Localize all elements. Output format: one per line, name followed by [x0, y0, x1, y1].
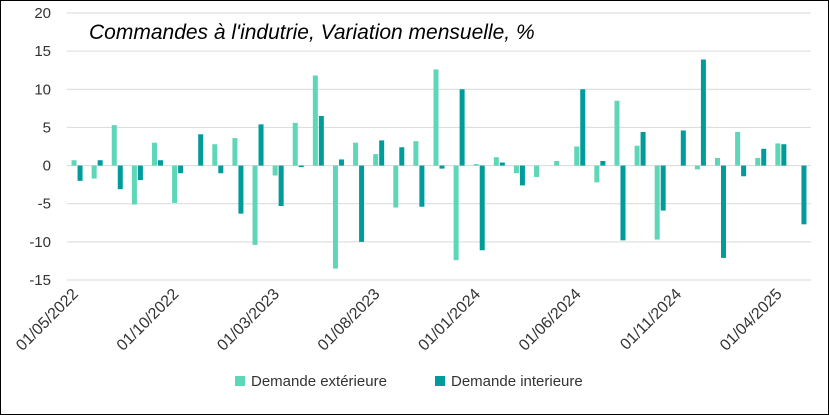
bar-demande-exterieure: [715, 157, 721, 166]
bar-demande-exterieure: [453, 165, 459, 261]
legend-swatch: [235, 376, 245, 386]
bar-demande-interieure: [519, 165, 525, 186]
gridlines: [67, 12, 811, 281]
y-tick-label: 20: [34, 5, 51, 22]
bar-demande-interieure: [137, 165, 143, 181]
bar-demande-interieure: [318, 115, 324, 166]
x-tick-label: 01/03/2023: [214, 286, 283, 355]
x-tick-label: 01/06/2024: [516, 286, 585, 355]
bar-demande-interieure: [379, 140, 385, 166]
bar-demande-exterieure: [212, 144, 218, 166]
bar-demande-exterieure: [413, 141, 419, 166]
bar-demande-interieure: [419, 165, 425, 207]
bar-demande-exterieure: [332, 165, 338, 269]
bar-demande-interieure: [218, 165, 224, 174]
bar-demande-interieure: [640, 132, 646, 166]
bar-demande-exterieure: [473, 164, 479, 166]
bar-demande-exterieure: [71, 160, 77, 166]
bar-demande-exterieure: [353, 142, 359, 166]
bar-demande-exterieure: [735, 132, 741, 166]
bar-demande-exterieure: [775, 143, 781, 166]
bar-demande-exterieure: [554, 160, 560, 166]
bar-demande-interieure: [459, 89, 465, 166]
bar-demande-interieure: [600, 160, 606, 166]
bar-demande-interieure: [741, 165, 747, 177]
x-tick-label: 01/04/2025: [717, 286, 786, 355]
y-tick-label: 15: [34, 43, 51, 60]
bar-demande-interieure: [238, 165, 244, 214]
legend-label: Demande extérieure: [251, 373, 387, 390]
bar-demande-interieure: [338, 159, 344, 166]
x-tick-label: 01/05/2022: [13, 286, 82, 355]
bar-demande-exterieure: [172, 165, 178, 203]
x-tick-label: 01/01/2024: [415, 286, 484, 355]
bar-demande-exterieure: [694, 165, 700, 170]
bar-demande-exterieure: [272, 165, 278, 176]
bar-demande-interieure: [700, 59, 706, 166]
bar-demande-interieure: [721, 165, 727, 258]
bar-demande-interieure: [499, 162, 505, 166]
bar-demande-interieure: [77, 165, 83, 181]
bar-demande-interieure: [439, 165, 445, 169]
bar-demande-exterieure: [433, 69, 439, 166]
bar-demande-exterieure: [755, 157, 761, 166]
bar-demande-exterieure: [252, 165, 258, 245]
bar-demande-exterieure: [91, 165, 97, 179]
bar-demande-interieure: [680, 130, 686, 166]
bar-demande-interieure: [580, 89, 586, 166]
bar-demande-exterieure: [373, 154, 379, 166]
legend: Demande extérieure Demande interieure: [235, 373, 583, 390]
bar-demande-interieure: [97, 160, 103, 166]
bar-demande-interieure: [298, 165, 304, 168]
bar-demande-interieure: [781, 144, 787, 166]
bar-demande-exterieure: [131, 165, 137, 205]
x-tick-label: 01/11/2024: [617, 286, 685, 354]
bar-demande-interieure: [660, 165, 666, 211]
legend-label: Demande interieure: [451, 373, 583, 390]
bar-demande-interieure: [761, 148, 767, 166]
y-tick-label: -15: [29, 272, 51, 289]
y-tick-label: 0: [43, 158, 51, 175]
x-tick-label: 01/10/2022: [114, 286, 183, 355]
bar-demande-exterieure: [634, 145, 640, 166]
bar-demande-interieure: [198, 134, 204, 166]
bar-demande-interieure: [479, 165, 485, 251]
bar-demande-interieure: [801, 165, 807, 225]
legend-swatch: [435, 376, 445, 386]
bar-demande-exterieure: [312, 75, 318, 166]
chart-title: Commandes à l'indutrie, Variation mensue…: [89, 21, 535, 44]
bar-demande-exterieure: [151, 142, 157, 166]
y-tick-label: -5: [38, 196, 51, 213]
bar-demande-exterieure: [654, 165, 660, 240]
x-axis-ticks: 01/05/2022 01/10/2022 01/03/2023 01/08/2023…: [13, 286, 786, 355]
bar-demande-exterieure: [574, 146, 580, 166]
bar-demande-exterieure: [493, 157, 499, 166]
bar-demande-interieure: [399, 147, 405, 166]
bar-demande-interieure: [278, 165, 284, 206]
bar-demande-exterieure: [513, 165, 519, 174]
bar-demande-interieure: [258, 124, 264, 166]
bar-demande-exterieure: [393, 165, 399, 208]
bar-demande-interieure: [117, 165, 123, 190]
bar-demande-exterieure: [534, 165, 540, 178]
bar-demande-exterieure: [594, 165, 600, 183]
bars: [71, 59, 807, 269]
bar-demande-exterieure: [614, 100, 620, 166]
bar-demande-interieure: [359, 165, 365, 242]
bar-demande-exterieure: [292, 122, 298, 166]
bar-demande-interieure: [178, 165, 184, 174]
bar-demande-exterieure: [111, 125, 117, 166]
bar-demande-exterieure: [232, 138, 238, 166]
y-tick-label: 5: [43, 119, 51, 136]
y-axis-ticks: 20 15 10 5 0 -5 -10 -15: [29, 5, 51, 289]
y-tick-label: -10: [29, 234, 51, 251]
y-tick-label: 10: [34, 81, 51, 98]
x-tick-label: 01/08/2023: [315, 286, 384, 355]
bar-demande-interieure: [157, 160, 163, 166]
bar-demande-interieure: [620, 165, 626, 241]
